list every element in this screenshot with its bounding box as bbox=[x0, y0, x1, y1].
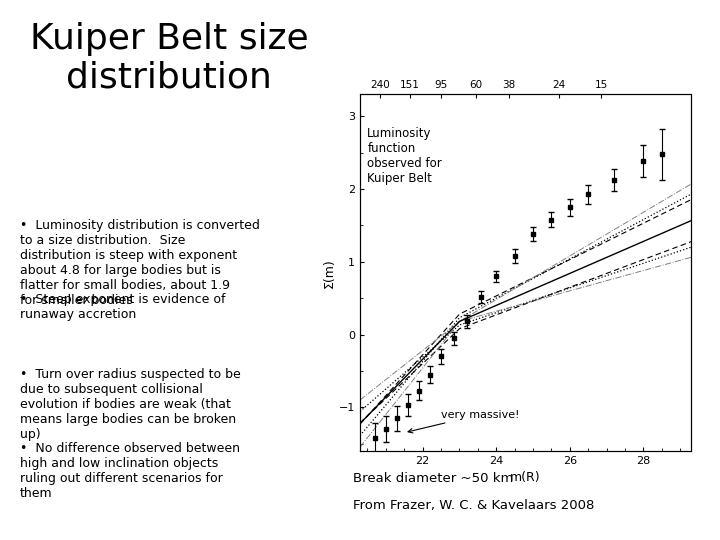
Text: Break diameter ~50 km: Break diameter ~50 km bbox=[353, 472, 513, 485]
Text: •  Turn over radius suspected to be
due to subsequent collisional
evolution if b: • Turn over radius suspected to be due t… bbox=[20, 368, 241, 441]
Text: Luminosity
function
observed for
Kuiper Belt: Luminosity function observed for Kuiper … bbox=[367, 127, 442, 185]
X-axis label: m(R): m(R) bbox=[510, 471, 541, 484]
Text: From Frazer, W. C. & Kavelaars 2008: From Frazer, W. C. & Kavelaars 2008 bbox=[353, 500, 594, 512]
Text: •  Luminosity distribution is converted
to a size distribution.  Size
distributi: • Luminosity distribution is converted t… bbox=[20, 219, 260, 307]
Text: Kuiper Belt size
distribution: Kuiper Belt size distribution bbox=[30, 22, 308, 95]
Text: •  Steep exponent is evidence of
runaway accretion: • Steep exponent is evidence of runaway … bbox=[20, 293, 225, 321]
Text: very massive!: very massive! bbox=[408, 409, 519, 433]
Text: •  No difference observed between
high and low inclination objects
ruling out di: • No difference observed between high an… bbox=[20, 442, 240, 500]
Y-axis label: Σ(m): Σ(m) bbox=[323, 258, 336, 288]
